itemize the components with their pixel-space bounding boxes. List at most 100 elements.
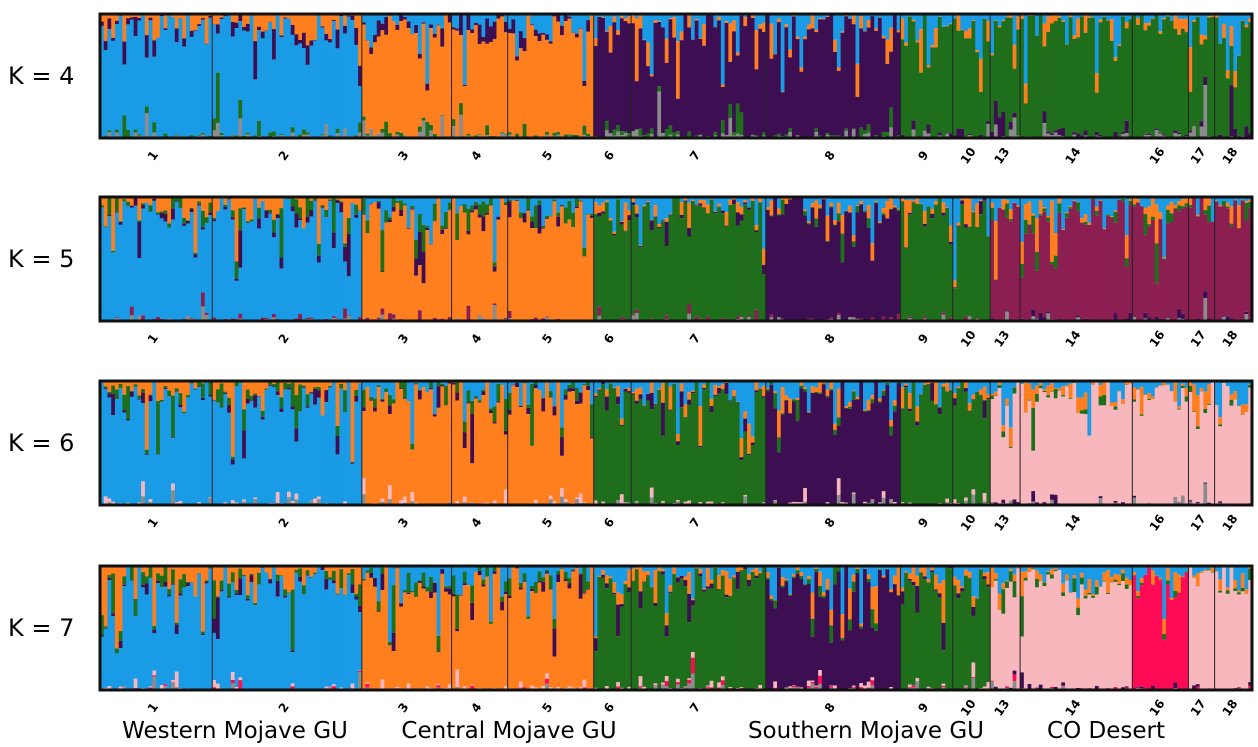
admixture-segment xyxy=(1158,132,1163,134)
ancestry-bar xyxy=(361,411,366,479)
admixture-segment xyxy=(152,318,157,320)
admixture-segment xyxy=(279,408,284,413)
admixture-segment xyxy=(1094,206,1100,211)
ancestry-bar xyxy=(118,15,123,138)
admixture-segment xyxy=(174,388,179,391)
ancestry-bar xyxy=(1023,412,1028,505)
admixture-segment xyxy=(264,14,269,31)
admixture-segment xyxy=(825,502,830,504)
ancestry-bar xyxy=(1005,17,1010,137)
admixture-segment xyxy=(242,501,247,505)
admixture-segment xyxy=(724,21,729,24)
admixture-segment xyxy=(417,310,423,321)
admixture-segment xyxy=(859,200,864,205)
admixture-segment xyxy=(358,132,363,138)
ancestry-bar xyxy=(287,199,292,320)
ancestry-bar xyxy=(911,21,916,121)
admixture-segment xyxy=(144,453,150,455)
admixture-segment xyxy=(676,131,681,135)
admixture-segment xyxy=(126,419,131,421)
ancestry-bar xyxy=(287,389,292,492)
ancestry-bar xyxy=(698,205,703,319)
admixture-segment xyxy=(597,315,602,321)
admixture-segment xyxy=(343,308,348,319)
admixture-segment xyxy=(238,99,243,119)
ancestry-bar xyxy=(818,19,823,136)
admixture-segment xyxy=(376,385,381,388)
admixture-segment xyxy=(762,14,767,23)
admixture-segment xyxy=(926,197,931,207)
admixture-segment xyxy=(328,14,333,40)
admixture-segment xyxy=(698,203,703,206)
admixture-segment xyxy=(877,502,883,504)
admixture-segment xyxy=(889,426,894,436)
admixture-segment xyxy=(616,396,621,405)
admixture-segment xyxy=(126,197,131,202)
ancestry-bar xyxy=(926,67,931,125)
admixture-segment xyxy=(414,197,419,240)
admixture-segment xyxy=(178,381,183,394)
admixture-segment xyxy=(1012,387,1017,394)
admixture-segment xyxy=(215,72,221,123)
ancestry-bar xyxy=(780,414,785,505)
ancestry-bar xyxy=(649,409,654,488)
admixture-segment xyxy=(885,382,890,385)
admixture-segment xyxy=(769,317,774,321)
ancestry-bar xyxy=(440,234,445,319)
admixture-segment xyxy=(1038,383,1043,386)
admixture-segment xyxy=(227,405,232,413)
ancestry-bar xyxy=(290,211,295,321)
admixture-segment xyxy=(1083,130,1088,136)
admixture-segment xyxy=(649,220,654,231)
admixture-segment xyxy=(133,132,138,138)
ancestry-bar xyxy=(279,268,284,321)
admixture-segment xyxy=(1072,35,1077,39)
admixture-segment xyxy=(215,122,221,138)
admixture-segment xyxy=(163,197,168,211)
admixture-segment xyxy=(1237,14,1242,56)
admixture-segment xyxy=(350,197,355,203)
admixture-segment xyxy=(608,197,613,219)
ancestry-bar xyxy=(619,425,625,495)
admixture-segment xyxy=(111,381,116,386)
admixture-segment xyxy=(990,53,995,56)
admixture-segment xyxy=(1132,317,1137,321)
admixture-segment xyxy=(698,406,703,447)
admixture-segment xyxy=(1173,197,1178,206)
admixture-segment xyxy=(623,381,628,389)
admixture-segment xyxy=(855,205,860,206)
ancestry-bar xyxy=(990,55,995,132)
ancestry-bar xyxy=(358,383,363,505)
admixture-segment xyxy=(907,393,913,409)
population-tick-label: 5 xyxy=(539,148,555,163)
admixture-segment xyxy=(825,389,830,396)
admixture-segment xyxy=(350,381,355,462)
admixture-segment xyxy=(1087,16,1092,18)
admixture-segment xyxy=(485,197,490,205)
ancestry-bar xyxy=(328,42,333,136)
admixture-segment xyxy=(960,128,965,138)
admixture-segment xyxy=(993,124,999,138)
admixture-segment xyxy=(855,396,860,399)
ancestry-bar xyxy=(702,45,707,137)
admixture-segment xyxy=(1061,14,1066,21)
admixture-segment xyxy=(111,197,116,251)
admixture-segment xyxy=(593,202,598,214)
admixture-segment xyxy=(380,501,385,505)
admixture-segment xyxy=(171,437,176,439)
admixture-segment xyxy=(825,133,830,135)
ancestry-bar xyxy=(657,227,662,321)
ancestry-bar xyxy=(298,43,303,135)
admixture-segment xyxy=(230,134,236,136)
admixture-segment xyxy=(114,317,120,319)
admixture-segment xyxy=(818,204,823,208)
admixture-segment xyxy=(803,211,808,216)
admixture-segment xyxy=(653,197,658,206)
admixture-segment xyxy=(474,205,479,210)
admixture-segment xyxy=(575,33,580,38)
ancestry-bar xyxy=(451,198,456,321)
ancestry-bar xyxy=(945,26,950,134)
admixture-segment xyxy=(619,131,625,136)
admixture-segment xyxy=(1162,134,1167,136)
admixture-segment xyxy=(735,133,740,138)
